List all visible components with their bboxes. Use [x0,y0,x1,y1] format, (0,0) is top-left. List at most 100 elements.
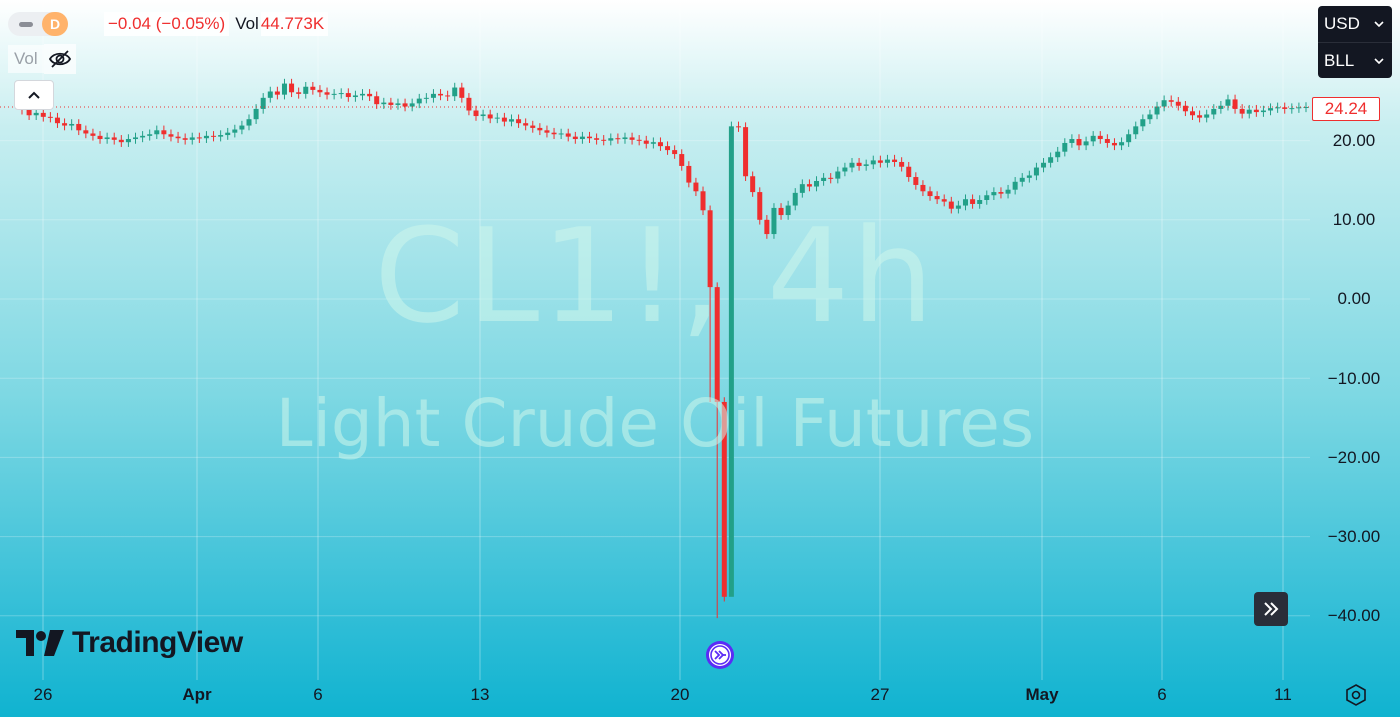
scroll-to-realtime-button[interactable] [1254,592,1288,626]
candle-down [168,134,174,137]
candlestick-chart[interactable] [0,0,1310,680]
y-tick-label: 0.00 [1337,289,1371,308]
price-change: −0.04 (−0.05%) [104,12,230,36]
candle-up [1204,114,1210,118]
candle-down [537,127,543,131]
candle-up [785,205,791,216]
candle-down [764,219,770,235]
candle-down [686,165,692,183]
candle-down [750,176,756,193]
candle-up [884,159,890,163]
candle-down [672,150,678,155]
candle-down [970,199,976,204]
candle-up [232,129,238,133]
candle-down [565,133,571,137]
candle-up [1012,181,1018,190]
candle-up [480,114,486,117]
candle-down [530,125,536,128]
candle-down [196,137,202,139]
watermark-symbol: CL1!, 4h [374,200,936,352]
volume-indicator-legend: Vol [8,44,76,74]
hexagon-settings-icon[interactable] [1344,683,1368,707]
candle-up [1268,108,1274,111]
candle-up [189,137,195,140]
candle-down [743,127,749,177]
minus-icon [19,21,33,27]
candle-down [629,137,635,140]
y-tick-label: −20.00 [1327,448,1381,467]
candle-down [62,123,68,126]
candle-down [906,166,912,178]
y-tick-label: −10.00 [1327,369,1381,388]
x-tick-label: 11 [1274,685,1292,704]
candle-up [104,137,110,140]
candle-up [558,133,564,135]
x-tick-label: Apr [182,685,212,704]
candle-down [693,182,699,192]
tradingview-logo[interactable]: TradingView [16,626,243,660]
candle-up [416,98,422,104]
candle-up [650,142,656,144]
candle-up [423,97,429,99]
candle-up [835,171,841,179]
candle-down [778,207,784,216]
candle-down [998,192,1004,194]
candle-down [118,139,124,143]
candle-down [1097,135,1103,140]
candle-up [140,135,146,138]
watermark-description: Light Crude Oil Futures [275,385,1035,462]
candle-down [757,192,763,220]
candle-down [920,184,926,192]
currency-selector[interactable]: USD [1318,6,1392,42]
legend-header: D −0.04 (−0.05%) Vol 44.773K [8,8,329,40]
volume-label: Vol [235,14,259,33]
candle-down [1076,139,1082,146]
candle-up [1246,109,1252,114]
double-chevron-right-icon [1264,602,1279,616]
eye-off-icon[interactable] [43,44,76,74]
candle-up [381,102,387,105]
y-tick-label: −40.00 [1327,606,1381,625]
candle-up [352,95,358,98]
candle-up [303,86,309,94]
candle-up [1133,126,1139,135]
candle-down [367,93,373,97]
unit-label: BLL [1324,50,1355,70]
candle-up [622,137,628,140]
candle-down [721,401,727,597]
candle-down [1253,109,1259,113]
unit-selector[interactable]: BLL [1318,42,1392,78]
candle-up [203,135,209,139]
candle-down [374,96,380,105]
candle-up [246,119,252,126]
candle-up [1026,175,1032,178]
candle-up [395,103,401,105]
forward-circle-icon[interactable] [705,640,735,670]
candle-up [1048,157,1054,163]
candle-down [899,161,905,167]
collapse-legend-button[interactable] [14,80,54,110]
candle-down [665,146,671,151]
candle-down [877,160,883,163]
volume-value: 44.773K [260,12,329,36]
candle-up [771,207,777,235]
candle-down [948,201,954,209]
candle-up [1275,107,1281,109]
candle-up [1225,99,1231,106]
candle-up [125,139,131,143]
interval-toggle[interactable]: D [8,12,68,36]
x-tick-label: 13 [470,685,490,704]
candle-up [508,119,514,122]
candle-up [452,87,458,97]
candle-down [175,136,181,139]
candle-up [33,112,39,116]
chevron-down-icon [1374,21,1384,27]
candle-down [402,103,408,107]
candle-up [133,137,139,140]
y-tick-label: 20.00 [1332,131,1376,150]
candle-series [0,78,1310,619]
candle-up [977,200,983,204]
candle-up [331,93,337,95]
candle-down [501,117,507,122]
candle-up [409,103,415,107]
